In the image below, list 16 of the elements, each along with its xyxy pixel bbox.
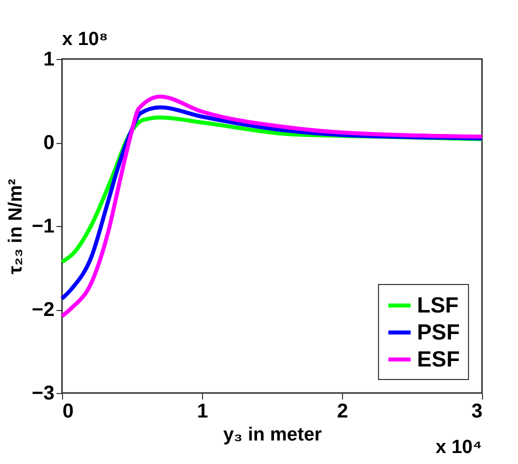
x-tick-label: 1 xyxy=(196,400,208,422)
y-tick-label: 1 xyxy=(43,48,54,70)
legend-label: PSF xyxy=(417,320,460,344)
x-axis-title: y₃ in meter xyxy=(223,424,322,446)
y-axis-title: τ₂₃ in N/m² xyxy=(6,178,27,274)
y-tick-label: 0 xyxy=(43,132,54,154)
y-tick-label: −2 xyxy=(32,299,54,321)
x-tick-label: 3 xyxy=(471,400,482,422)
y-tick-label: −3 xyxy=(32,382,54,404)
legend-label: ESF xyxy=(417,346,460,372)
text: x 10⁴ xyxy=(436,437,482,458)
x-tick-label: 2 xyxy=(336,400,348,422)
y-tick-label: −1 xyxy=(32,216,54,238)
legend-label: LSF xyxy=(417,292,459,318)
x-tick-label: 0 xyxy=(62,400,74,422)
text: x 10⁸ xyxy=(62,29,108,50)
